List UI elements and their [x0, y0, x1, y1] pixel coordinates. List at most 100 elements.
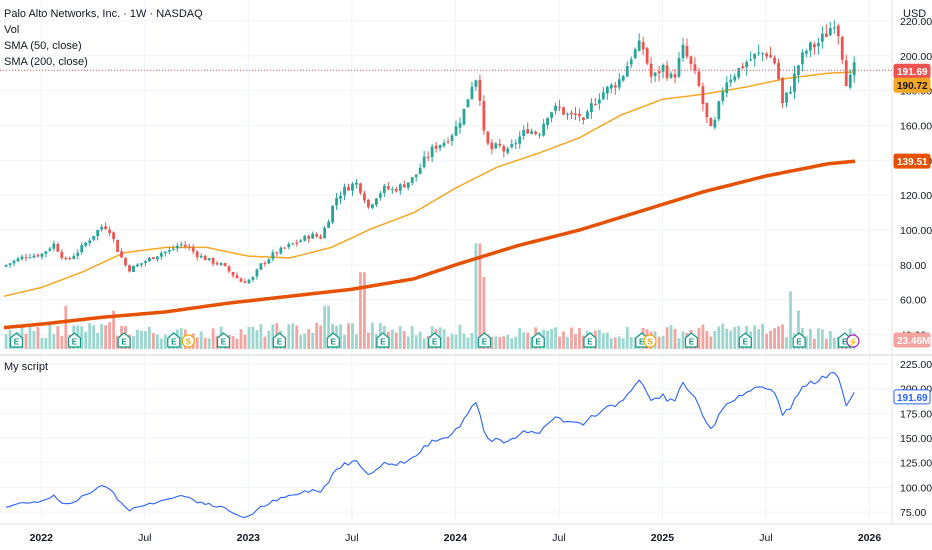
- candle[interactable]: [801, 49, 804, 72]
- candle[interactable]: [243, 278, 247, 284]
- candle[interactable]: [689, 55, 693, 71]
- candle[interactable]: [283, 247, 287, 250]
- candle[interactable]: [355, 179, 358, 189]
- candle[interactable]: [187, 243, 191, 251]
- candle[interactable]: [625, 61, 629, 77]
- candle[interactable]: [709, 117, 713, 127]
- candle[interactable]: [418, 163, 422, 175]
- candle[interactable]: [96, 229, 100, 241]
- candle[interactable]: [478, 74, 482, 107]
- candle[interactable]: [590, 98, 593, 119]
- candle[interactable]: [685, 38, 689, 60]
- candle[interactable]: [753, 53, 757, 67]
- candle[interactable]: [363, 190, 366, 204]
- candle[interactable]: [152, 256, 155, 260]
- candle[interactable]: [343, 183, 346, 201]
- candle[interactable]: [92, 235, 96, 242]
- candle[interactable]: [570, 110, 573, 119]
- candle[interactable]: [315, 232, 319, 238]
- candle[interactable]: [458, 117, 462, 134]
- earnings-marker[interactable]: E: [792, 332, 806, 348]
- candle[interactable]: [442, 139, 446, 148]
- candle[interactable]: [84, 241, 88, 248]
- candle[interactable]: [374, 197, 378, 207]
- candle[interactable]: [558, 99, 561, 112]
- candle[interactable]: [733, 73, 737, 83]
- candle[interactable]: [386, 182, 390, 191]
- candle[interactable]: [128, 264, 131, 273]
- candle[interactable]: [410, 176, 414, 186]
- candle[interactable]: [609, 83, 613, 94]
- candle[interactable]: [323, 225, 327, 239]
- candle[interactable]: [809, 41, 812, 58]
- candle[interactable]: [805, 48, 808, 58]
- earnings-marker[interactable]: E: [326, 332, 340, 348]
- candle[interactable]: [836, 23, 840, 45]
- candle[interactable]: [279, 246, 283, 255]
- candle[interactable]: [175, 242, 179, 252]
- script-axis[interactable]: 75.00100.00125.00150.00175.00200.00225.0…: [900, 359, 932, 519]
- candle[interactable]: [191, 244, 195, 255]
- candle[interactable]: [390, 186, 394, 194]
- symbol-title[interactable]: Palo Alto Networks, Inc. · 1W · NASDAQ: [4, 8, 203, 20]
- candle[interactable]: [148, 256, 151, 263]
- candle[interactable]: [371, 203, 374, 210]
- candle[interactable]: [832, 20, 836, 34]
- candle[interactable]: [578, 108, 581, 122]
- candle[interactable]: [291, 243, 295, 245]
- candle[interactable]: [550, 111, 553, 123]
- candle[interactable]: [482, 95, 486, 135]
- candle[interactable]: [108, 226, 111, 236]
- candle[interactable]: [462, 108, 466, 126]
- volume-badge[interactable]: 23.46M: [893, 332, 931, 348]
- candle[interactable]: [430, 144, 434, 163]
- candle[interactable]: [789, 86, 792, 95]
- candle[interactable]: [582, 116, 585, 125]
- candle[interactable]: [848, 69, 852, 90]
- candle[interactable]: [24, 253, 28, 262]
- candle[interactable]: [335, 192, 338, 210]
- candle[interactable]: [16, 256, 20, 263]
- candle[interactable]: [793, 65, 796, 100]
- candle[interactable]: [167, 246, 171, 255]
- candle[interactable]: [629, 56, 633, 69]
- candle[interactable]: [422, 150, 426, 169]
- candle[interactable]: [434, 142, 438, 153]
- candle[interactable]: [171, 245, 175, 252]
- candle[interactable]: [394, 186, 398, 193]
- alert-marker[interactable]: ⚡: [846, 334, 860, 348]
- candle[interactable]: [56, 242, 60, 253]
- currency-label[interactable]: USD: [903, 8, 927, 20]
- candle[interactable]: [20, 254, 24, 261]
- candle[interactable]: [76, 249, 80, 260]
- candle[interactable]: [28, 254, 32, 259]
- candle[interactable]: [777, 58, 780, 81]
- candle[interactable]: [852, 56, 856, 83]
- candle[interactable]: [32, 253, 36, 259]
- candle[interactable]: [828, 21, 832, 37]
- candle[interactable]: [502, 144, 506, 158]
- candle[interactable]: [44, 251, 48, 258]
- candle[interactable]: [554, 102, 557, 115]
- candle[interactable]: [438, 144, 442, 152]
- candle[interactable]: [287, 242, 291, 250]
- candle[interactable]: [235, 272, 239, 279]
- candle[interactable]: [211, 257, 215, 267]
- candle[interactable]: [223, 262, 227, 267]
- candle[interactable]: [398, 183, 402, 195]
- candle[interactable]: [203, 254, 207, 261]
- candle[interactable]: [378, 191, 382, 201]
- earnings-marker[interactable]: E: [9, 332, 24, 348]
- earnings-marker[interactable]: E: [216, 332, 231, 348]
- indicator-sma50[interactable]: SMA (50, close): [4, 40, 82, 52]
- script-value-badge[interactable]: 191.69: [893, 389, 931, 405]
- candle[interactable]: [637, 33, 641, 52]
- candle[interactable]: [669, 71, 673, 80]
- sma50-badge[interactable]: 190.72: [893, 77, 931, 93]
- candle[interactable]: [12, 259, 16, 267]
- earnings-marker[interactable]: E: [376, 332, 390, 348]
- candle[interactable]: [542, 119, 546, 137]
- candle[interactable]: [534, 130, 538, 136]
- earnings-marker[interactable]: E: [117, 332, 131, 348]
- candle[interactable]: [717, 100, 721, 122]
